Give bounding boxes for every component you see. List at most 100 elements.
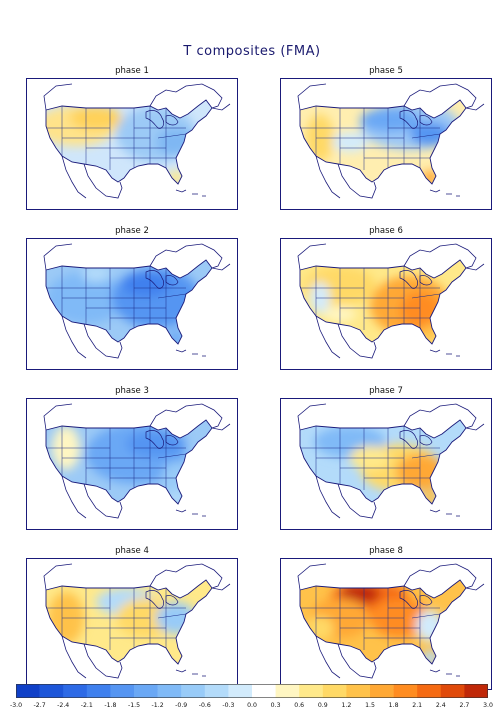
canada-coastline (149, 403, 223, 429)
colorbar-segment (134, 684, 158, 698)
canada-coastline (403, 563, 477, 589)
us-temperature-map (26, 398, 238, 530)
temperature-field (300, 420, 466, 504)
colorbar-tick-label: -1.8 (104, 702, 117, 709)
anomaly-region (340, 584, 380, 604)
temperature-field (46, 260, 212, 344)
colorbar-tick-label: 2.1 (412, 702, 423, 709)
state-boundaries (46, 266, 187, 330)
map-frame (280, 238, 492, 370)
map-panel: phase 5 (280, 66, 492, 210)
canada-coastline (211, 103, 231, 111)
panel-label: phase 8 (369, 546, 403, 556)
canada-coastline (211, 263, 231, 271)
colorbar-segment (275, 684, 300, 698)
colorbar-tick-label: 3.0 (483, 702, 493, 709)
panel-label: phase 6 (369, 226, 403, 236)
caribbean-islands (175, 189, 206, 197)
great-lakes (399, 590, 433, 609)
us-temperature-map (26, 78, 238, 210)
mexico-coastline (315, 475, 377, 519)
us-temperature-map (26, 238, 238, 370)
anomaly-region (422, 488, 438, 504)
us-coastline (299, 419, 467, 505)
panel-label: phase 4 (115, 546, 149, 556)
colorbar-segment (39, 684, 64, 698)
us-coastline (299, 99, 467, 185)
map-panel: phase 3 (26, 386, 238, 530)
colorbar-tick-label: -1.5 (127, 702, 141, 709)
colorbar-segment (181, 684, 206, 698)
canada-coastline (211, 423, 231, 431)
map-frame (26, 238, 238, 370)
canada-coastline (43, 403, 73, 431)
colorbar-tick-label: -0.9 (175, 702, 188, 709)
state-boundaries (46, 586, 187, 650)
canada-coastline (43, 243, 73, 271)
state-boundaries (46, 106, 187, 170)
caribbean-islands (175, 349, 206, 357)
colorbar-tick-label: 0.9 (317, 702, 328, 709)
us-coastline (45, 99, 213, 185)
map-panel: phase 2 (26, 226, 238, 370)
anomaly-region (156, 128, 196, 156)
panel-label: phase 2 (115, 226, 149, 236)
anomaly-region (156, 602, 196, 634)
temperature-field (46, 100, 212, 184)
anomaly-region (168, 490, 184, 504)
colorbar-tick-label: -0.6 (198, 702, 211, 709)
map-panel: phase 8 (280, 546, 492, 690)
mexico-coastline (61, 635, 123, 679)
temperature-field (46, 580, 212, 664)
great-lakes (399, 430, 433, 449)
colorbar-tick-label: 1.8 (388, 702, 399, 709)
caribbean-islands (429, 189, 460, 197)
caribbean-islands (429, 349, 460, 357)
anomaly-region (82, 266, 110, 282)
great-lakes (145, 590, 179, 609)
us-temperature-map (280, 238, 492, 370)
canada-coastline (211, 583, 231, 591)
figure-title: T composites (FMA) (183, 44, 321, 59)
canada-coastline (297, 403, 327, 431)
caribbean-islands (429, 509, 460, 517)
colorbar-tick-label: -2.1 (80, 702, 93, 709)
colorbar-segment (464, 684, 488, 698)
colorbar-segment (417, 684, 442, 698)
colorbar-tick-label: 2.7 (459, 702, 470, 709)
colorbar-tick-label: 0.0 (247, 702, 257, 709)
temperature-field (300, 100, 466, 184)
anomaly-region (168, 650, 184, 664)
map-frame (26, 398, 238, 530)
temperature-field (46, 420, 212, 504)
great-lakes (145, 430, 179, 449)
colorbar-tick-label: -1.2 (151, 702, 164, 709)
canada-coastline (149, 563, 223, 589)
anomaly-region (168, 330, 184, 344)
state-boundaries (300, 426, 441, 490)
colorbar-tick-label: 1.2 (341, 702, 352, 709)
mexico-coastline (315, 315, 377, 359)
colorbar-segment (204, 684, 229, 698)
colorbar-segment (16, 684, 40, 698)
colorbar-tick-label: -3.0 (9, 702, 23, 709)
colorbar-tick-label: 2.4 (435, 702, 446, 709)
colorbar-tick-label: 0.6 (294, 702, 305, 709)
us-coastline (299, 579, 467, 665)
colorbar-tick-label: 0.3 (270, 702, 281, 709)
canada-coastline (403, 403, 477, 429)
state-boundaries (300, 106, 441, 170)
map-panel: phase 4 (26, 546, 238, 690)
canada-coastline (465, 263, 485, 271)
great-lakes (145, 110, 179, 129)
us-coastline (45, 419, 213, 505)
colorbar (16, 684, 488, 698)
great-lakes (145, 270, 179, 289)
great-lakes (399, 110, 433, 129)
canada-coastline (297, 243, 327, 271)
colorbar-segment (86, 684, 111, 698)
state-boundaries (300, 266, 441, 330)
colorbar-tick-label: -0.3 (222, 702, 235, 709)
colorbar-segment (393, 684, 418, 698)
mexico-coastline (315, 155, 377, 199)
